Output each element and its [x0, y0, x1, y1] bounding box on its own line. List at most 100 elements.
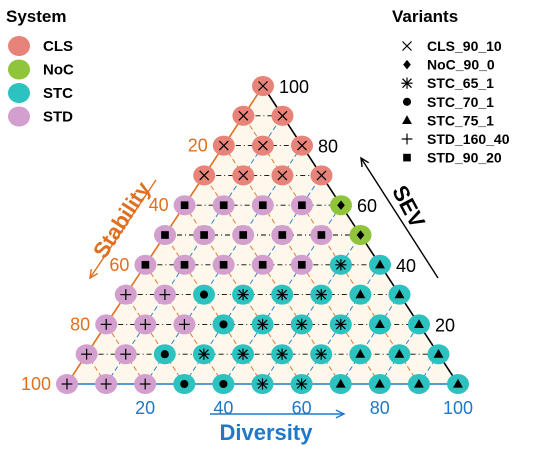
data-point: [368, 374, 391, 394]
data-point: [251, 195, 274, 216]
data-point: [271, 344, 294, 365]
legend-system-item: STC: [8, 83, 73, 103]
legend-system-item: NoC: [8, 59, 74, 80]
diversity-tick-label: 100: [443, 398, 473, 418]
legend-variant-item: STD_90_20: [403, 150, 502, 166]
data-point: [153, 284, 176, 305]
legend-variant-symbol: [403, 153, 411, 162]
diversity-tick-label: 80: [370, 398, 390, 418]
legend-variants: Variants CLS_90_10 NoC_90_0 STC_65_1 STC_70…: [392, 7, 510, 166]
data-point: [192, 344, 215, 365]
data-point: [232, 284, 255, 305]
legend-swatch: [8, 83, 30, 103]
data-point: [291, 135, 313, 156]
data-point: [349, 225, 372, 245]
data-point: [271, 284, 294, 305]
data-point: [193, 284, 215, 305]
data-point: [329, 374, 352, 394]
sev-tick-label: 80: [318, 137, 338, 157]
legend-system-label: CLS: [43, 38, 73, 55]
data-point: [407, 374, 430, 394]
legend-variant-symbol: [402, 115, 412, 124]
stability-tick-label: 100: [21, 374, 51, 394]
data-point: [251, 374, 274, 394]
data-point: [232, 165, 255, 186]
grid-line-diversity: [418, 353, 439, 385]
legend-swatch: [8, 59, 30, 80]
legend-swatch: [8, 36, 30, 56]
grid-line-diversity: [105, 115, 283, 385]
legend-system-label: STC: [43, 85, 73, 102]
stability-tick-label: 40: [149, 195, 169, 215]
legend-system-item: STD: [8, 106, 73, 127]
data-point: [193, 165, 216, 186]
legend-variant-symbol: [402, 97, 412, 106]
legend-variant-label: STC_75_1: [427, 112, 494, 128]
legend-variant-label: STC_70_1: [427, 94, 494, 110]
data-point: [193, 225, 216, 245]
sev-tick-label: 40: [396, 256, 416, 276]
data-point: [134, 374, 157, 394]
legend-system-item: CLS: [8, 36, 73, 56]
diversity-axis-title: Diversity: [220, 420, 314, 445]
data-point: [232, 105, 255, 126]
data-point: [212, 195, 235, 216]
legend-system-label: STD: [43, 109, 73, 126]
sev-arrow: [360, 156, 439, 279]
data-point: [251, 314, 274, 335]
data-point: [290, 374, 313, 394]
data-point: [114, 344, 137, 365]
legend-variant-item: STD_160_40: [401, 131, 510, 147]
sev-tick-label: 20: [435, 315, 455, 335]
grid-line-stability: [243, 115, 420, 385]
legend-system: System CLS NoC STC STD: [6, 7, 74, 127]
tick-labels: 20 40 60 80 100 20 40 60 80 100 20 40 60 80 100: [21, 77, 473, 418]
diversity-tick-label: 40: [213, 398, 233, 418]
stability-tick-label: 20: [188, 136, 208, 156]
data-point: [251, 135, 274, 156]
grid-line-diversity: [340, 294, 400, 385]
data-point: [310, 165, 333, 186]
data-point: [310, 284, 333, 305]
grid-line-stability: [86, 353, 107, 385]
data-point: [134, 254, 157, 275]
sev-tick-label: 60: [357, 196, 377, 216]
legend-variant-label: NoC_90_0: [427, 57, 495, 73]
data-point: [212, 254, 235, 275]
data-point: [173, 314, 196, 335]
data-point: [388, 344, 411, 365]
stability-tick-label: 60: [109, 255, 129, 275]
data-points: [56, 76, 469, 394]
data-point: [329, 254, 352, 275]
data-point: [212, 135, 235, 156]
legend-variant-item: NoC_90_0: [403, 57, 495, 73]
data-point: [232, 225, 255, 245]
legend-swatch: [8, 106, 30, 127]
stability-axis-title: Stability: [88, 177, 156, 263]
data-point: [310, 344, 333, 365]
legend-variant-label: STD_160_40: [427, 131, 510, 147]
data-point: [388, 284, 411, 305]
data-point: [330, 195, 352, 216]
data-point: [369, 254, 391, 275]
data-point: [154, 225, 176, 245]
legend-variant-symbol: [402, 41, 412, 51]
legend-variant-item: STC_65_1: [401, 75, 494, 91]
legend-variant-item: STC_75_1: [402, 112, 494, 128]
sev-axis-title: SEV: [387, 181, 430, 232]
data-point: [153, 344, 176, 365]
diversity-arrow: [210, 409, 346, 419]
legend-variants-title: Variants: [392, 7, 458, 26]
data-point: [134, 314, 157, 335]
stability-arrow: [89, 179, 157, 280]
data-point: [290, 254, 313, 275]
legend-variant-symbol: [401, 133, 413, 145]
diversity-tick-label: 60: [292, 398, 312, 418]
legend-variant-item: STC_70_1: [402, 94, 494, 110]
data-point: [114, 284, 137, 305]
sev-tick-label: 100: [279, 77, 309, 97]
stability-tick-label: 80: [70, 314, 90, 334]
data-point: [173, 374, 196, 394]
data-point: [56, 374, 78, 394]
data-point: [251, 254, 274, 275]
